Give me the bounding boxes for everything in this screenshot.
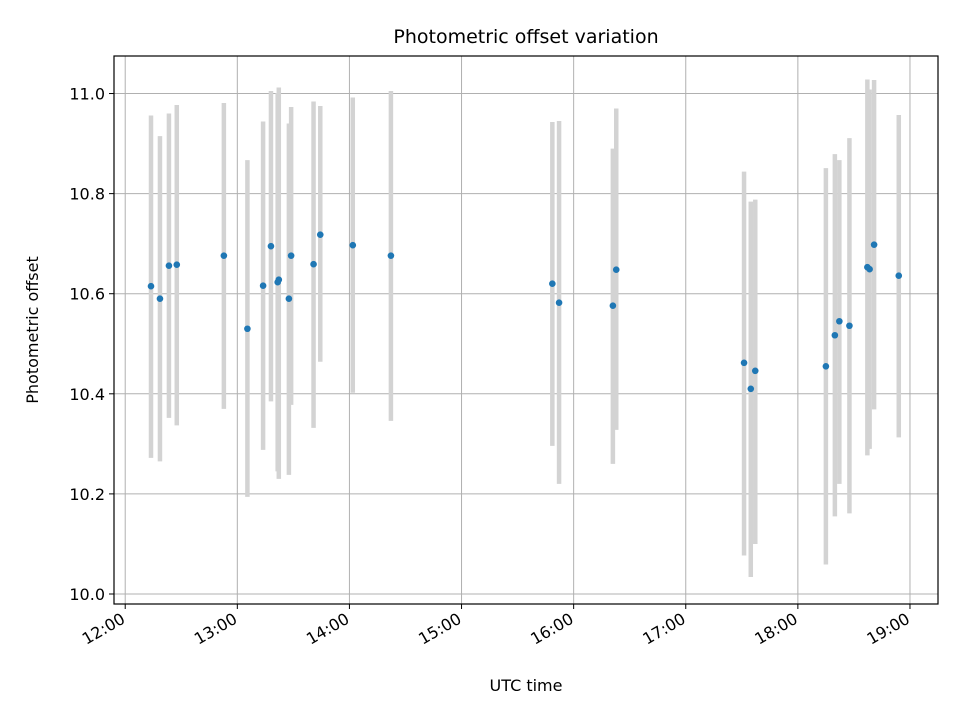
data-point [287,252,295,259]
data-point [751,367,759,375]
data-point [831,331,839,339]
y-tick-label: 10.0 [69,585,105,604]
data-point [612,266,620,273]
data-point [747,385,755,393]
data-point [387,252,395,259]
data-point [836,317,843,325]
data-point [846,322,853,330]
data-point [316,231,324,238]
y-axis-title: Photometric offset [23,256,42,404]
data-point [609,302,617,310]
y-tick-label: 10.2 [69,485,105,504]
data-point [866,265,873,273]
data-point [870,241,878,248]
data-point [895,272,903,280]
data-point [220,252,228,259]
data-point [147,282,155,290]
data-point [275,276,283,284]
y-axis: 10.0 10.2 10.4 10.6 10.8 11.0 [69,85,114,604]
data-point [549,280,556,288]
data-point [349,241,357,249]
y-tick-label: 11.0 [69,85,105,104]
data-point [285,295,293,303]
y-tick-label: 10.6 [69,285,105,304]
data-point [165,262,173,269]
data-point [310,260,317,268]
data-point [555,299,563,307]
grid [114,56,938,604]
data-point [740,359,748,367]
x-axis-title: UTC time [490,676,563,695]
data-point [259,282,267,290]
data-point [822,362,830,370]
y-tick-label: 10.4 [69,385,105,404]
data-point [156,295,164,303]
y-tick-label: 10.8 [69,185,105,204]
data-point [267,242,275,250]
data-points [147,231,903,393]
plot-frame [113,55,939,605]
chart-title: Photometric offset variation [393,26,658,48]
data-point [173,261,181,268]
data-point [244,325,251,333]
